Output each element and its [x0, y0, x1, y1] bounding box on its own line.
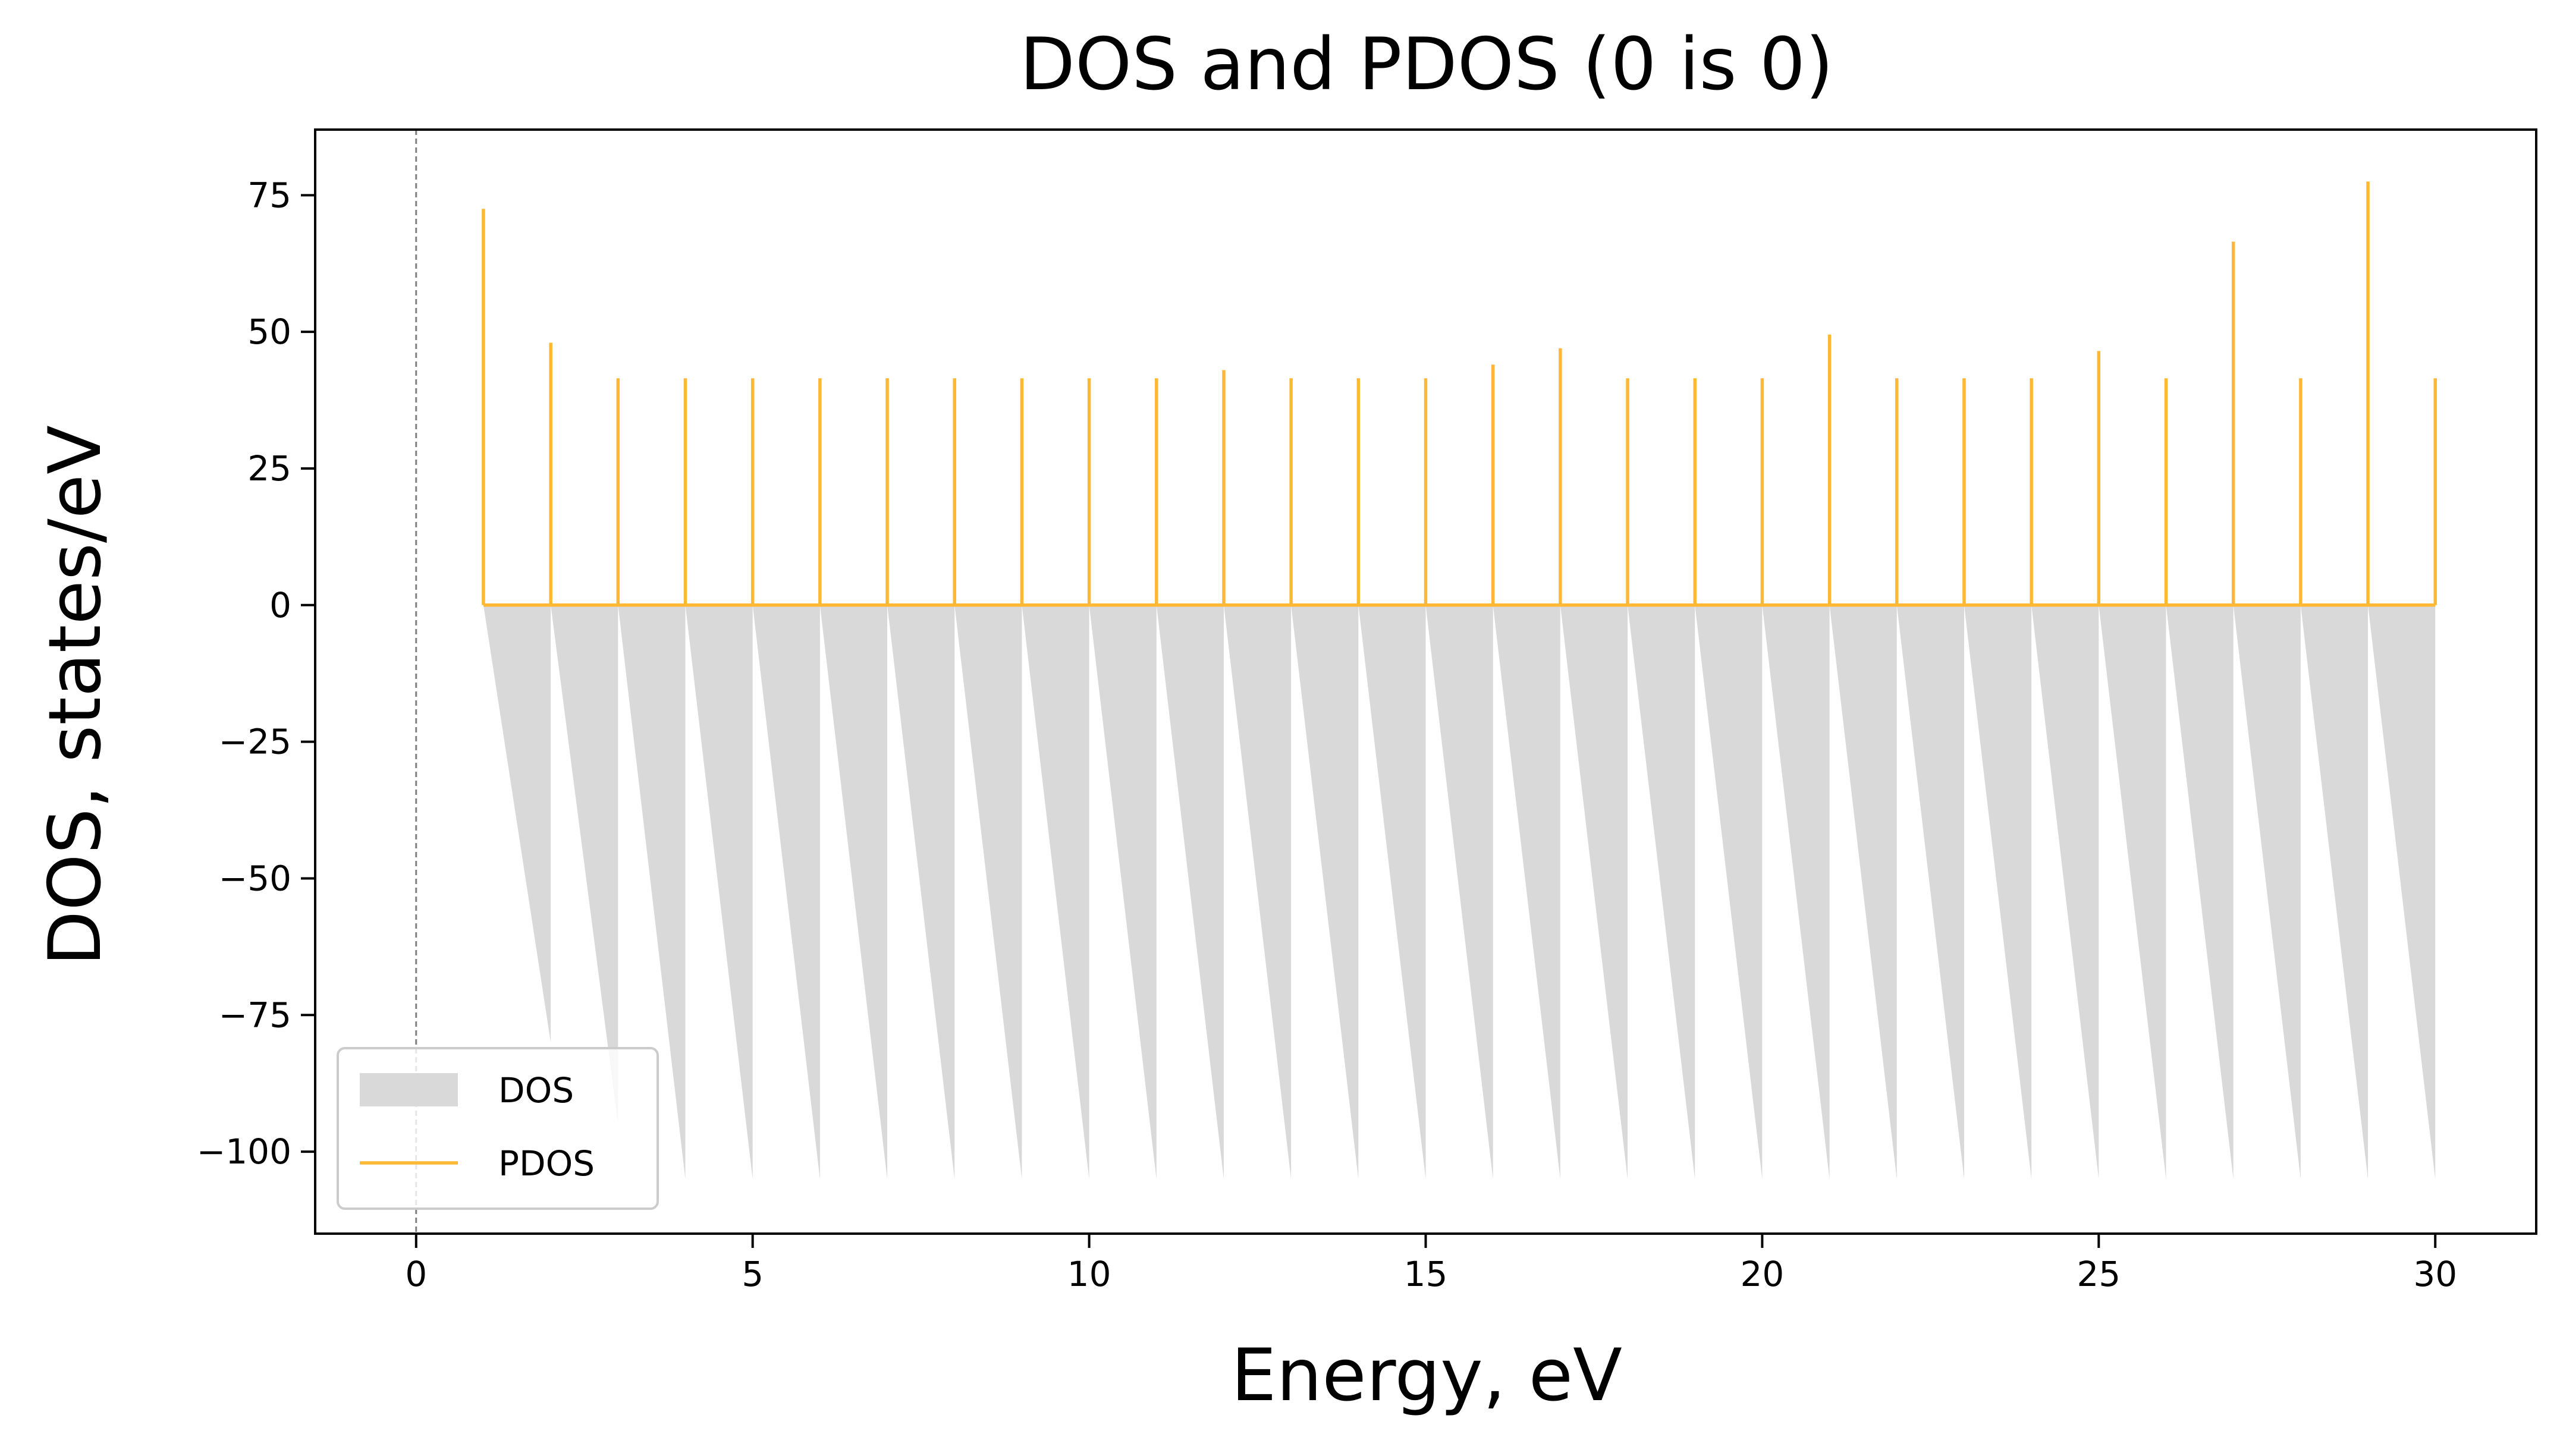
- y-tick-label: −50: [219, 858, 291, 898]
- x-tick-label: 0: [405, 1254, 427, 1294]
- y-tick-label: 25: [247, 448, 291, 489]
- y-axis-label: DOS, states/eV: [33, 425, 117, 966]
- x-axis-label: Energy, eV: [1231, 1334, 1622, 1417]
- y-tick-label: −25: [219, 722, 291, 762]
- y-tick-label: 0: [269, 585, 291, 625]
- x-tick-label: 20: [1741, 1254, 1785, 1294]
- x-tick-label: 15: [1404, 1254, 1448, 1294]
- y-tick-label: 75: [247, 175, 291, 215]
- y-tick-label: 50: [247, 312, 291, 352]
- legend-dos-swatch: [360, 1073, 458, 1106]
- x-tick-label: 25: [2077, 1254, 2121, 1294]
- legend-dos-label: DOS: [498, 1070, 574, 1111]
- legend-box: [337, 1047, 659, 1210]
- x-tick-label: 5: [742, 1254, 764, 1294]
- dos-area: [483, 605, 2436, 1180]
- y-tick-label: −100: [197, 1131, 291, 1172]
- chart-title: DOS and PDOS (0 is 0): [1020, 23, 1833, 106]
- y-tick-label: −75: [219, 995, 291, 1035]
- plot-area: 0 5 10 15 20 25 30 75 50 25 0 −25 −50 −75 −100 DOS PDOS: [197, 128, 2537, 1294]
- legend-pdos-label: PDOS: [498, 1143, 595, 1184]
- x-tick-label: 30: [2413, 1254, 2457, 1294]
- x-tick-label: 10: [1067, 1254, 1111, 1294]
